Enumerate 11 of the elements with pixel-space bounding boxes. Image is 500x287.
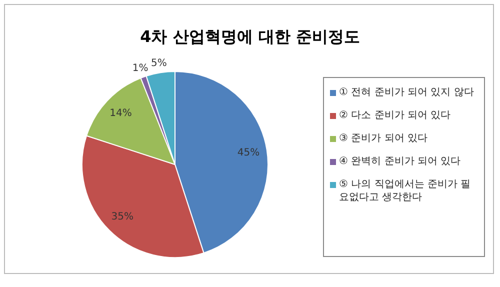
data-label: 14% xyxy=(110,108,132,120)
legend-label: ① 전혀 준비가 되어 있지 않다 xyxy=(339,86,474,99)
legend-label: ③ 준비가 되어 있다 xyxy=(339,132,428,145)
legend-label: ② 다소 준비가 되어 있다 xyxy=(339,109,451,122)
legend-label: ④ 완벽히 준비가 되어 있다 xyxy=(339,155,461,168)
legend-label: ⑤ 나의 직업에서는 준비가 필요없다고 생각한다 xyxy=(339,178,472,204)
chart-title: 4차 산업혁명에 대한 준비정도 xyxy=(139,27,361,48)
data-label: 1% xyxy=(132,62,148,74)
data-label: 45% xyxy=(237,147,260,158)
data-label: 5% xyxy=(151,58,167,70)
data-label: 35% xyxy=(111,212,134,223)
